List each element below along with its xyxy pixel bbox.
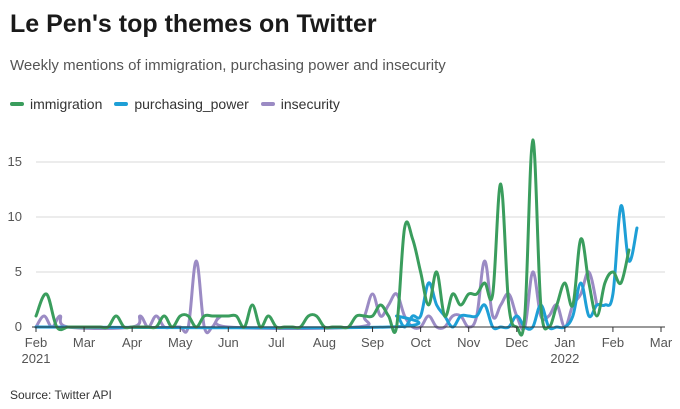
- x-tick-label: Dec: [505, 335, 529, 350]
- y-tick-label: 5: [15, 264, 22, 279]
- x-tick-label: Feb: [602, 335, 624, 350]
- x-tick-year-label: 2022: [550, 351, 579, 366]
- x-tick-label: Jul: [268, 335, 285, 350]
- y-tick-label: 15: [8, 154, 22, 169]
- legend-swatch-insecurity: [260, 102, 275, 106]
- x-tick-label: Jun: [218, 335, 239, 350]
- series-line-purchasing-power: [34, 204, 639, 331]
- chart-subtitle: Weekly mentions of immigration, purchasi…: [10, 57, 446, 74]
- series-line-immigration: [34, 138, 631, 337]
- legend-label-purchasing-power: purchasing_power: [134, 96, 249, 112]
- legend-swatch-immigration: [10, 102, 24, 106]
- x-tick-label: Apr: [122, 335, 143, 350]
- source-note: Source: Twitter API: [10, 388, 112, 402]
- y-tick-label: 0: [15, 319, 22, 334]
- chart-title: Le Pen's top themes on Twitter: [10, 10, 377, 38]
- x-tick-label: Oct: [410, 335, 431, 350]
- y-tick-label: 10: [8, 209, 22, 224]
- x-tick-year-label: 2021: [22, 351, 51, 366]
- legend-item-purchasing-power: purchasing_power: [114, 96, 249, 112]
- x-tick-label: Mar: [73, 335, 96, 350]
- x-tick-label: Feb: [25, 335, 47, 350]
- legend-label-immigration: immigration: [30, 96, 103, 112]
- x-tick-label: May: [168, 335, 193, 350]
- x-tick-label: Mar: [650, 335, 673, 350]
- legend-item-insecurity: insecurity: [260, 96, 340, 112]
- legend-label-insecurity: insecurity: [280, 96, 340, 112]
- x-tick-label: Aug: [313, 335, 336, 350]
- legend-item-immigration: immigration: [10, 96, 102, 112]
- series-line-insecurity: [34, 259, 599, 335]
- x-tick-label: Nov: [457, 335, 481, 350]
- x-tick-label: Jan: [554, 335, 575, 350]
- grid-layer: [36, 161, 665, 273]
- legend-swatch-purchasing-power: [114, 102, 129, 106]
- series-layer: [34, 138, 639, 337]
- x-tick-label: Sep: [361, 335, 384, 350]
- legend: immigration purchasing_power insecurity: [10, 96, 340, 112]
